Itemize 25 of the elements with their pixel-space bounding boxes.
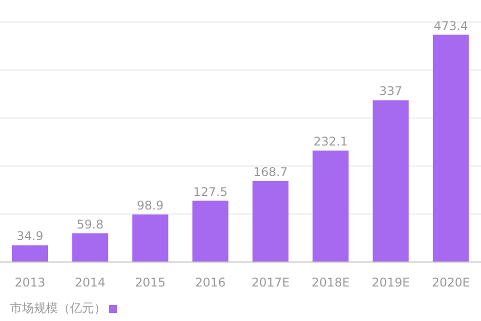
x-tick-label: 2017E	[252, 276, 290, 290]
legend-label: 市场规模（亿元）	[10, 300, 106, 317]
x-tick-label: 2015	[135, 276, 166, 290]
data-label: 98.9	[136, 198, 164, 213]
data-label: 127.5	[193, 184, 228, 199]
bar	[312, 150, 349, 262]
x-tick-label: 2014	[74, 276, 106, 290]
x-tick-label: 2018E	[312, 276, 350, 290]
x-tick-label: 2019E	[372, 276, 410, 290]
bar	[192, 200, 228, 262]
data-label: 34.9	[16, 229, 44, 244]
bar	[12, 245, 48, 262]
bar	[72, 233, 108, 262]
data-label: 337	[379, 84, 402, 98]
bar	[132, 214, 168, 262]
data-label: 59.8	[76, 217, 104, 232]
bar	[252, 181, 288, 262]
bar	[372, 100, 409, 262]
data-label: 473.4	[434, 18, 468, 33]
bar	[432, 34, 469, 262]
x-tick-label: 2016	[195, 276, 226, 290]
data-label: 168.7	[253, 165, 288, 180]
data-label: 232.1	[313, 134, 348, 149]
x-tick-label: 2013	[14, 276, 46, 290]
x-tick-label: 2020E	[432, 276, 470, 290]
